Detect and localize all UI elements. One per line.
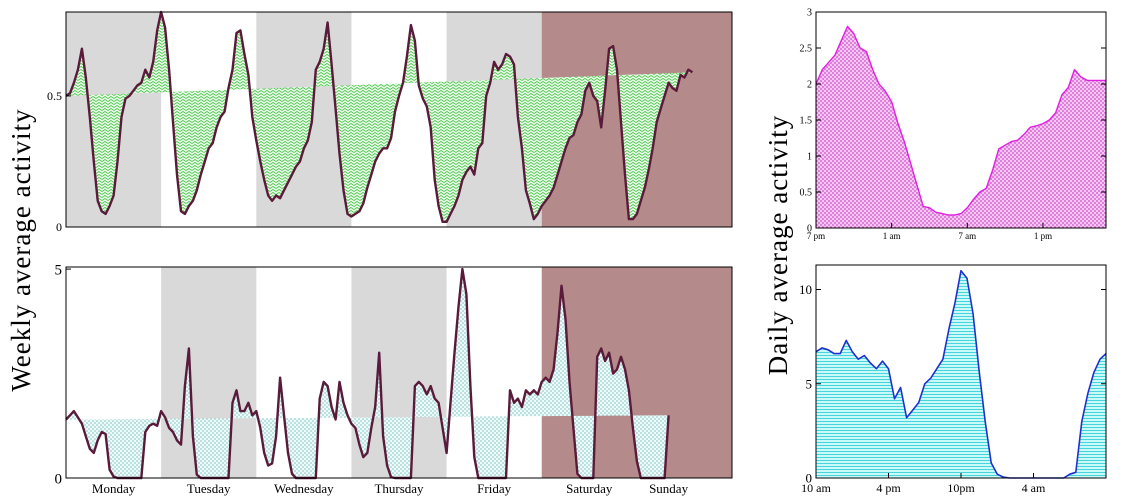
y-tick-label: 5	[806, 376, 813, 391]
x-tick-label: Saturday	[566, 481, 613, 496]
plot-frame	[65, 11, 733, 228]
axis-ticks: 0 5 10 10 am 4 pm 10pm 4 am	[799, 282, 1106, 495]
series-area	[65, 10, 694, 223]
series-line	[815, 25, 1106, 216]
area-fill	[816, 26, 1106, 229]
axis-ticks: 0 0.5 1 1.5 2 2.5 3 7 pm 1 am 7 am 1 pm	[800, 8, 1106, 241]
x-tick-label: Wednesday	[274, 481, 334, 496]
series-area	[815, 269, 1107, 479]
x-tick-label: Sunday	[649, 481, 689, 496]
y-tick-label: 0	[807, 224, 812, 235]
x-tick-label: 10pm	[947, 481, 975, 495]
x-tick-label: 10 am	[801, 481, 831, 495]
x-tick-label: Tuesday	[187, 481, 231, 496]
y-tick-label: 1	[807, 152, 812, 163]
y-tick-label: 0.5	[800, 188, 813, 199]
x-tick-label: Monday	[92, 481, 136, 496]
series-line	[65, 10, 694, 223]
left-y-axis-label: Weekly average activity	[6, 108, 36, 391]
area-fill	[816, 270, 1106, 478]
x-tick-label: Friday	[477, 481, 511, 496]
x-tick-label: 7 pm	[807, 231, 825, 241]
x-tick-label: 4 am	[1022, 481, 1046, 495]
y-tick-label: 3	[807, 8, 812, 19]
y-tick-label: 0	[56, 220, 62, 234]
daily-activity-top-panel: 0 0.5 1 1.5 2 2.5 3 7 pm 1 am 7 am 1 pm	[800, 8, 1107, 241]
weekly-activity-bottom-panel: 0 5 Monday Tuesday Wednesday Thursday Friday Sa…	[55, 262, 733, 496]
area-fill	[66, 269, 669, 478]
y-tick-label: 2	[807, 80, 812, 91]
x-tick-label: 7 am	[958, 231, 976, 241]
x-tick-label: 1 pm	[1034, 231, 1052, 241]
series-line	[65, 267, 670, 480]
y-tick-label: 5	[55, 262, 63, 278]
y-tick-label: 10	[799, 282, 812, 297]
weekly-activity-top-panel: 00.5	[47, 10, 733, 234]
y-tick-label: 1.5	[800, 116, 813, 127]
y-tick-label: 0	[806, 471, 813, 486]
x-tick-label: 1 am	[883, 231, 901, 241]
area-fill	[66, 12, 693, 222]
x-tick-label: 4 pm	[876, 481, 901, 495]
right-y-axis-label: Daily average activity	[763, 115, 793, 375]
y-ticks: 00.5	[47, 89, 71, 234]
daily-activity-bottom-panel: 0 5 10 10 am 4 pm 10pm 4 am	[799, 264, 1107, 495]
series-area	[65, 267, 670, 480]
plot-frame	[65, 266, 733, 479]
y-ticks: 0 5 Monday Tuesday Wednesday Thursday Friday Sa…	[55, 262, 689, 496]
y-tick-label: 2.5	[800, 44, 813, 55]
series-area	[815, 25, 1106, 229]
y-tick-label: 0	[55, 471, 63, 487]
y-tick-label: 0.5	[47, 89, 62, 103]
x-tick-label: Thursday	[374, 481, 424, 496]
